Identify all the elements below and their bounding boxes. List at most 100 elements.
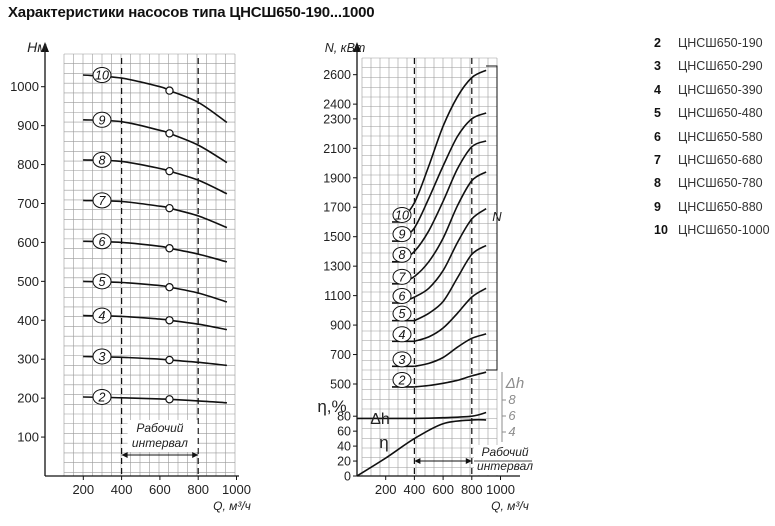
series-label: 4 — [399, 328, 406, 342]
working-interval-label: Рабочий — [481, 445, 528, 459]
legend-item: 6 ЦНСШ650-580 — [654, 130, 770, 153]
series-label-badge — [92, 111, 112, 128]
y-tick-label: 600 — [17, 235, 39, 250]
y-tick-label: 300 — [17, 352, 39, 367]
x-tick-label: 400 — [111, 482, 133, 497]
series-label-badge — [392, 351, 412, 368]
x-tick-label: 600 — [149, 482, 171, 497]
series-line — [83, 280, 228, 303]
legend-number: 5 — [654, 106, 661, 121]
series-label-badge — [392, 287, 412, 304]
x-tick-label: 1000 — [222, 482, 251, 497]
legend-number: 10 — [654, 223, 668, 238]
series-label: 8 — [99, 153, 106, 167]
nominal-point — [165, 282, 174, 292]
series-label-badge — [92, 348, 112, 365]
series-label-badge — [392, 246, 412, 263]
series-label-badge — [392, 305, 412, 322]
y-axis-label: Hм — [27, 39, 47, 55]
nominal-point — [165, 86, 174, 95]
series-label-badge — [92, 233, 112, 250]
series-line — [83, 159, 228, 195]
series-label: 9 — [399, 228, 406, 242]
x-axis-label: Q, м³/ч — [491, 499, 529, 513]
series-label-badge — [92, 307, 112, 324]
series-label: 2 — [98, 390, 106, 404]
series-label-badge — [92, 151, 112, 168]
working-interval-arrowheads — [414, 458, 472, 464]
y-axis-arrow — [41, 42, 49, 52]
legend-number: 3 — [654, 59, 661, 74]
series-label: 6 — [99, 235, 106, 249]
working-interval-label-bg — [474, 445, 532, 475]
series-line — [399, 69, 487, 223]
series-label-badge — [92, 192, 112, 209]
y-tick-label: 1300 — [323, 260, 351, 274]
legend-item: 8 ЦНСШ650-780 — [654, 176, 770, 199]
legend-item: 5 ЦНСШ650-480 — [654, 106, 770, 129]
series-label: 5 — [399, 307, 406, 321]
series-line — [399, 171, 487, 285]
legend-pump-name: ЦНСШ650-880 — [678, 199, 763, 214]
series-label: 10 — [395, 208, 409, 222]
legend-pump-name: ЦНСШ650-780 — [678, 176, 763, 191]
eta-tick-label: 80 — [337, 410, 351, 424]
nominal-point — [165, 129, 174, 138]
series-label: 4 — [99, 309, 106, 323]
nominal-point — [165, 355, 174, 365]
eta-tick-label: 40 — [337, 440, 351, 454]
eta-tick-label: 20 — [337, 455, 351, 469]
series-label: 2 — [398, 373, 406, 387]
nominal-point — [165, 166, 174, 176]
nominal-point — [165, 244, 174, 253]
y-axis-label: N, кВт — [325, 41, 366, 55]
delta-h-tick-label: 6 — [508, 408, 516, 423]
legend-item: 10 ЦНСШ650-1000 — [654, 223, 770, 246]
series-line — [83, 240, 228, 263]
y-tick-label: 100 — [17, 430, 39, 445]
n-bracket — [486, 65, 498, 371]
y-tick-label: 1100 — [324, 289, 351, 303]
series-label: 5 — [99, 275, 106, 289]
series-label: 6 — [399, 289, 406, 303]
n-curve-label: N — [492, 209, 502, 224]
y-tick-label: 2100 — [323, 142, 351, 156]
legend-item: 3 ЦНСШ650-290 — [654, 59, 770, 82]
delta-h-tick-label: 4 — [508, 424, 515, 439]
series-label-badge — [392, 268, 412, 285]
series-label: 10 — [95, 69, 109, 83]
series-label-badge — [92, 388, 112, 405]
eta-curve — [356, 418, 487, 477]
y-tick-label: 1000 — [10, 79, 39, 94]
legend-number: 8 — [654, 176, 661, 191]
y-tick-label: 800 — [17, 157, 39, 172]
series-label: 9 — [99, 113, 106, 127]
working-interval-label-bg — [127, 420, 198, 452]
series-line — [414, 287, 487, 343]
series-label: 8 — [399, 248, 406, 262]
y-tick-label: 1500 — [323, 230, 351, 244]
legend-number: 2 — [654, 36, 661, 50]
series-line — [414, 244, 487, 322]
y-tick-label: 700 — [17, 196, 39, 211]
legend-number: 4 — [654, 82, 661, 97]
y-tick-label: 2600 — [323, 68, 351, 82]
power-chart: 5007009001100130015001700190021002300240… — [317, 41, 533, 513]
working-interval-label: интервал — [132, 436, 188, 450]
legend-pump-name: ЦНСШ650-290 — [678, 59, 763, 74]
series-line — [399, 208, 487, 304]
y-tick-label: 900 — [17, 118, 39, 133]
series-label: 3 — [399, 353, 406, 367]
nominal-point — [165, 316, 174, 325]
series-line — [414, 371, 487, 388]
y-axis-arrow — [353, 42, 361, 52]
series-label-badge — [392, 206, 412, 223]
delta-h-axis-label: Δh — [505, 375, 524, 392]
legend-number: 9 — [654, 199, 661, 214]
legend-pump-name: ЦНСШ650-1000 — [678, 223, 770, 238]
legend-pump-name: ЦНСШ650-480 — [678, 106, 763, 121]
y-tick-label: 700 — [330, 348, 351, 362]
x-tick-label: 800 — [187, 482, 209, 497]
working-interval-label: Рабочий — [136, 421, 183, 435]
